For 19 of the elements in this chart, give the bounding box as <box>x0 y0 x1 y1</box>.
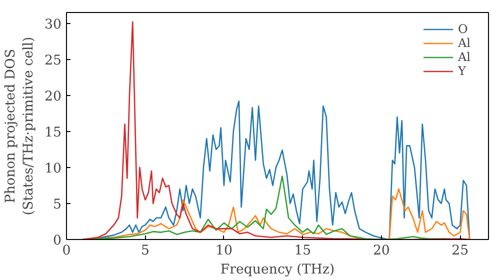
legend-label: Al <box>458 36 472 50</box>
x-tick-label: 15 <box>294 244 312 258</box>
legend-label: Al <box>458 50 472 64</box>
y-tick-label: 0 <box>53 234 62 248</box>
x-tick-label: 20 <box>372 244 390 258</box>
line-series <box>82 21 470 240</box>
legend-label: Y <box>458 64 467 78</box>
x-tick-label: 5 <box>140 244 150 258</box>
legend-label: O <box>458 22 469 36</box>
y-tick-label: 20 <box>44 89 62 104</box>
y-tick-label: 25 <box>44 53 62 68</box>
y-axis-title: Phonon projected DOS (States/THz·primitive cell) <box>4 36 37 216</box>
y-tick-label: 10 <box>44 161 62 176</box>
x-tick-label: 25 <box>452 244 469 258</box>
x-axis-title: Frequency (THz) <box>220 262 335 278</box>
y-tick-label: 5 <box>53 197 62 212</box>
y-tick-label: 15 <box>44 125 62 140</box>
x-tick-label: 10 <box>215 244 232 258</box>
y-tick-label: 30 <box>44 17 62 32</box>
